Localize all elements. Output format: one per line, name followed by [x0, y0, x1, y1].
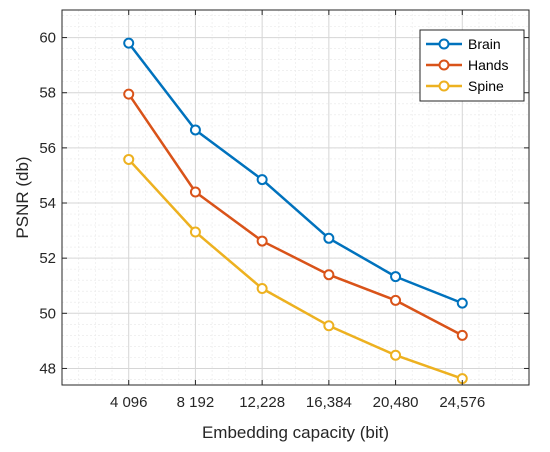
- x-axis-ticks: 4 096 8 192 12,228 16,384 20,480 24,576: [110, 10, 485, 411]
- y-tick-label: 60: [39, 30, 56, 47]
- data-point: [323, 232, 335, 244]
- data-point: [456, 329, 468, 341]
- data-point: [323, 269, 335, 281]
- y-tick-label: 58: [39, 85, 56, 102]
- data-point: [189, 226, 201, 238]
- data-point: [456, 297, 468, 309]
- x-tick-label: 4 096: [110, 394, 148, 411]
- series-line: [127, 93, 463, 337]
- major-grid: [62, 10, 529, 385]
- series-brain: [123, 37, 468, 309]
- legend-label: Spine: [468, 78, 504, 94]
- legend-item-brain: Brain: [426, 36, 501, 52]
- legend-marker: [438, 80, 450, 92]
- data-point: [189, 124, 201, 136]
- data-point: [323, 320, 335, 332]
- y-tick-label: 56: [39, 140, 56, 157]
- y-tick-label: 54: [39, 195, 56, 212]
- y-axis-label: PSNR (db): [13, 156, 32, 238]
- series-layer: [123, 37, 468, 385]
- x-tick-label: 8 192: [177, 394, 215, 411]
- legend-marker: [438, 38, 450, 50]
- data-point: [123, 153, 135, 165]
- legend: Brain Hands Spine: [419, 29, 525, 102]
- series-hands: [123, 88, 468, 341]
- series-line: [127, 42, 463, 305]
- data-point: [123, 37, 135, 49]
- legend-label: Brain: [468, 36, 501, 52]
- legend-item-hands: Hands: [426, 57, 508, 73]
- x-tick-label: 16,384: [306, 394, 352, 411]
- data-point: [390, 271, 402, 283]
- x-axis-label: Embedding capacity (bit): [202, 423, 389, 442]
- series-line: [127, 158, 463, 380]
- legend-label: Hands: [468, 57, 508, 73]
- data-point: [123, 88, 135, 100]
- data-point: [390, 294, 402, 306]
- data-point: [256, 174, 268, 186]
- y-tick-label: 48: [39, 360, 56, 377]
- x-tick-label: 12,228: [239, 394, 285, 411]
- data-point: [189, 186, 201, 198]
- legend-marker: [438, 59, 450, 71]
- legend-item-spine: Spine: [426, 78, 504, 94]
- y-tick-label: 50: [39, 305, 56, 322]
- series-spine: [123, 153, 468, 385]
- x-tick-label: 20,480: [373, 394, 419, 411]
- data-point: [390, 349, 402, 361]
- data-point: [256, 282, 268, 294]
- plot-frame: [61, 9, 530, 386]
- y-axis-ticks: 48 50 52 54 56 58 60: [39, 30, 529, 377]
- x-tick-label: 24,576: [439, 394, 485, 411]
- y-tick-label: 52: [39, 250, 56, 267]
- data-point: [256, 235, 268, 247]
